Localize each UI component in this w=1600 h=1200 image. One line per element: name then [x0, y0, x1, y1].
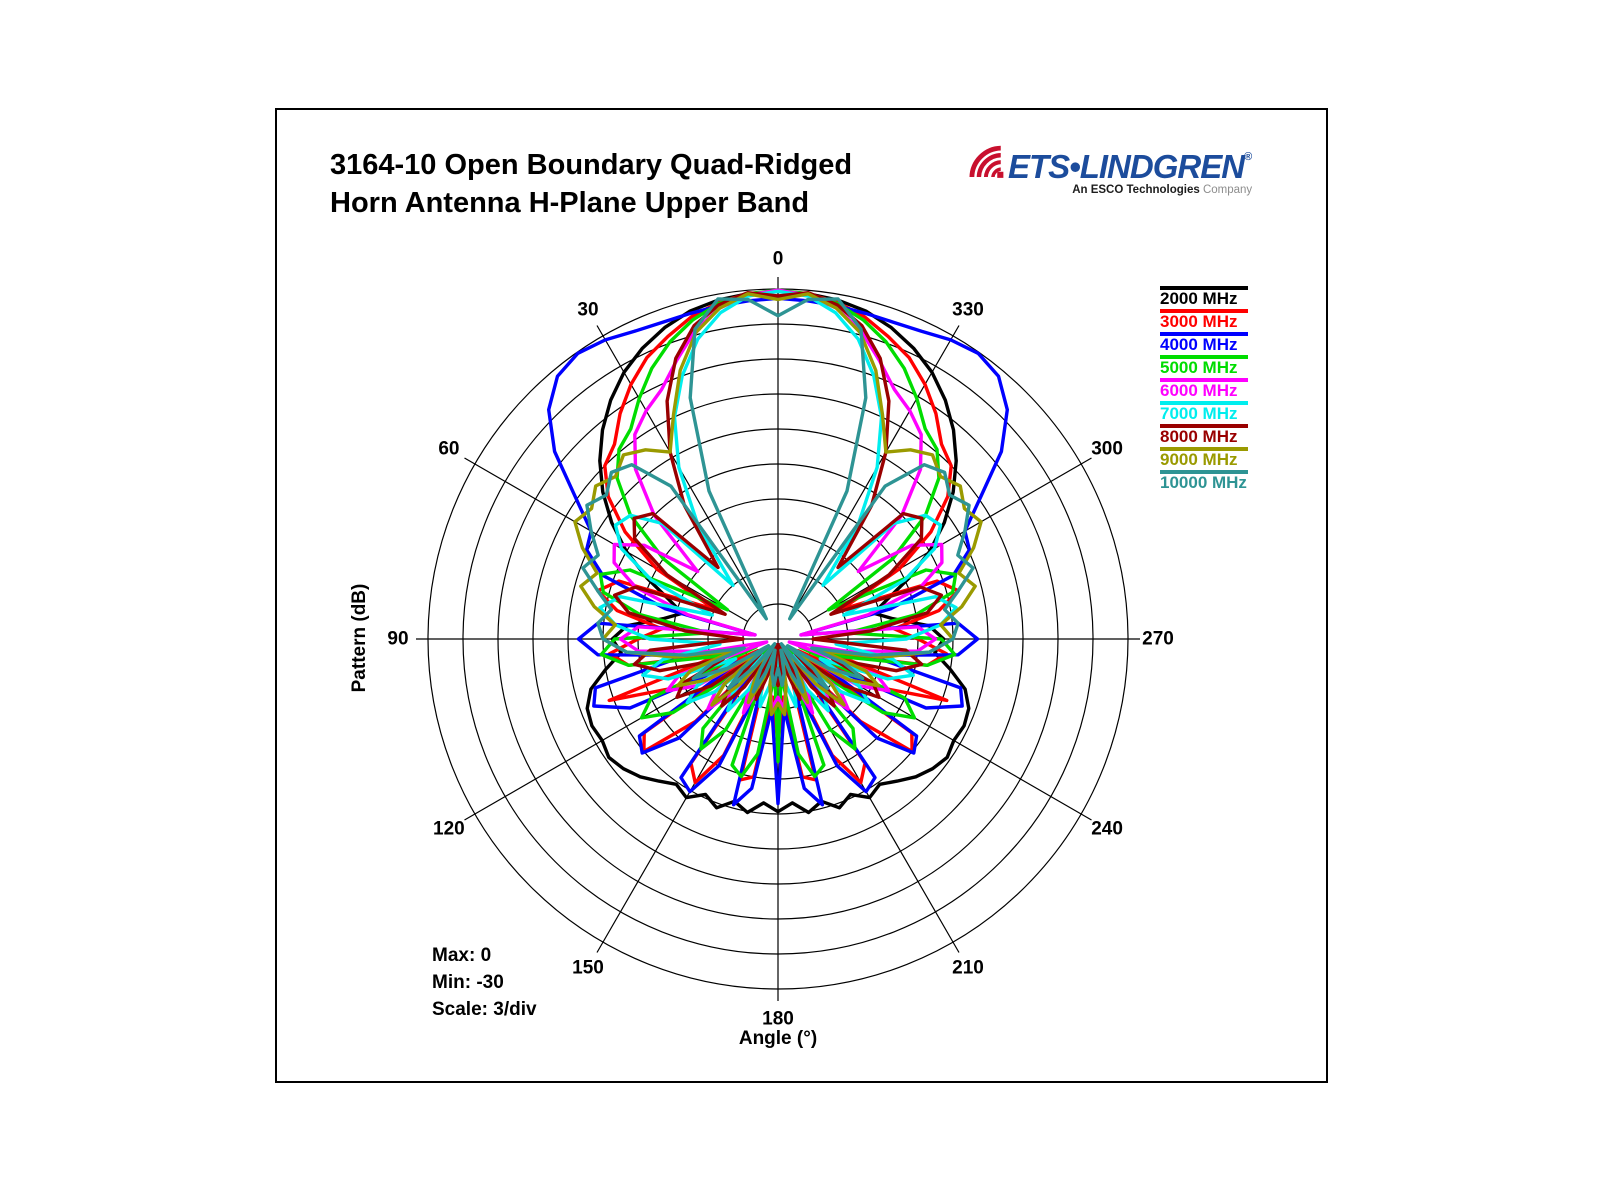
legend-line-10000-mhz — [1160, 470, 1248, 474]
angle-label-210: 210 — [952, 958, 984, 979]
legend-item-3000-mhz: 3000 MHz — [1160, 309, 1248, 330]
legend-label-10000-mhz: 10000 MHz — [1160, 473, 1247, 492]
legend-label-5000-mhz: 5000 MHz — [1160, 358, 1238, 377]
annotation-min: Min: -30 — [432, 972, 504, 993]
legend-line-4000-mhz — [1160, 332, 1248, 336]
series-6000-mhz — [612, 288, 944, 715]
legend-line-7000-mhz — [1160, 401, 1248, 405]
registered-mark: ® — [1244, 151, 1253, 163]
angle-label-180: 180 — [762, 1009, 794, 1030]
legend: 2000 MHz 3000 MHz 4000 MHz 5000 MHz 6000 MHz… — [1160, 286, 1248, 493]
legend-line-9000-mhz — [1160, 447, 1248, 451]
radio-waves-icon — [969, 145, 1004, 178]
legend-label-2000-mhz: 2000 MHz — [1160, 289, 1238, 308]
legend-item-6000-mhz: 6000 MHz — [1160, 378, 1248, 399]
chart-title: 3164-10 Open Boundary Quad-Ridged Horn A… — [330, 146, 852, 222]
series-8000-mhz — [612, 291, 944, 708]
grid-spoke-60 — [464, 457, 748, 623]
angle-label-0: 0 — [773, 249, 784, 270]
series-5000-mhz — [598, 288, 958, 779]
legend-item-7000-mhz: 7000 MHz — [1160, 401, 1248, 422]
chart-title-line1: 3164-10 Open Boundary Quad-Ridged — [330, 149, 853, 181]
legend-label-6000-mhz: 6000 MHz — [1160, 381, 1238, 400]
legend-label-3000-mhz: 3000 MHz — [1160, 312, 1238, 331]
series-9000-mhz — [573, 292, 983, 717]
legend-label-9000-mhz: 9000 MHz — [1160, 450, 1238, 469]
legend-item-9000-mhz: 9000 MHz — [1160, 447, 1248, 468]
logo-text: ETS•LINDGREN® An ESCO Technologies Compa… — [1008, 140, 1253, 197]
brand-name: ETS•LINDGREN® — [1008, 148, 1253, 185]
legend-item-10000-mhz: 10000 MHz — [1160, 470, 1248, 491]
angle-label-150: 150 — [572, 958, 604, 979]
logo-tagline: An ESCO Technologies Company — [1072, 184, 1253, 196]
legend-item-4000-mhz: 4000 MHz — [1160, 332, 1248, 353]
angle-label-270: 270 — [1142, 629, 1174, 650]
legend-line-2000-mhz — [1160, 286, 1248, 290]
angle-label-330: 330 — [952, 299, 984, 320]
grid-spoke-300 — [808, 457, 1092, 623]
figure-border — [275, 108, 1328, 1083]
series-10000-mhz — [581, 297, 975, 694]
legend-label-8000-mhz: 8000 MHz — [1160, 427, 1238, 446]
legend-item-5000-mhz: 5000 MHz — [1160, 355, 1248, 376]
chart-title-line2: Horn Antenna H-Plane Upper Band — [330, 187, 810, 219]
angle-label-240: 240 — [1091, 819, 1123, 840]
legend-line-3000-mhz — [1160, 309, 1248, 313]
annotation-max: Max: 0 — [432, 945, 492, 966]
scale-annotations: Max: 0 Min: -30 Scale: 3/div — [432, 942, 537, 1023]
angle-label-90: 90 — [387, 629, 408, 650]
legend-line-6000-mhz — [1160, 378, 1248, 382]
legend-line-5000-mhz — [1160, 355, 1248, 359]
legend-item-8000-mhz: 8000 MHz — [1160, 424, 1248, 445]
legend-line-8000-mhz — [1160, 424, 1248, 428]
angle-label-300: 300 — [1091, 439, 1123, 460]
legend-label-7000-mhz: 7000 MHz — [1160, 404, 1238, 423]
legend-label-4000-mhz: 4000 MHz — [1160, 335, 1238, 354]
angle-label-60: 60 — [438, 439, 459, 460]
angle-axis-label: Angle (°) — [738, 1028, 818, 1049]
legend-item-2000-mhz: 2000 MHz — [1160, 286, 1248, 307]
radial-axis-label: Pattern (dB) — [349, 583, 370, 693]
angle-label-30: 30 — [577, 299, 598, 320]
ets-lindgren-logo: ETS•LINDGREN® An ESCO Technologies Compa… — [964, 140, 1252, 196]
angle-label-120: 120 — [433, 819, 465, 840]
annotation-scale: Scale: 3/div — [432, 999, 537, 1020]
